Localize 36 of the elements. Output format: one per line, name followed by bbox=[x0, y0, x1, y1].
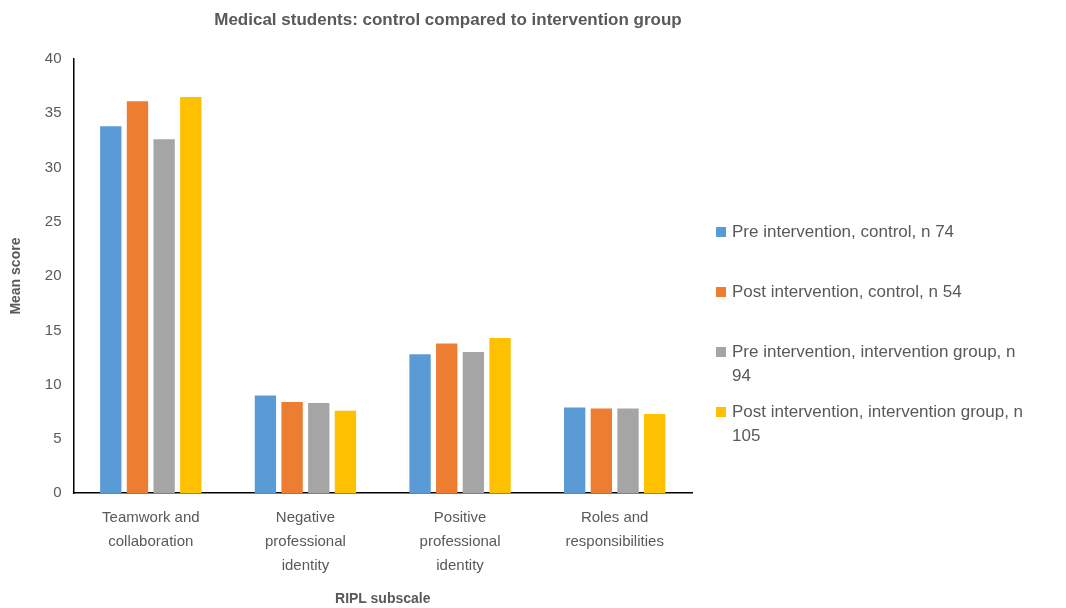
bar bbox=[281, 402, 303, 494]
y-tick-label: 30 bbox=[44, 157, 62, 175]
legend-label: Pre intervention, intervention group, n 94 bbox=[732, 341, 1017, 387]
bar bbox=[153, 139, 175, 494]
y-tick-label: 40 bbox=[44, 49, 62, 67]
bar bbox=[254, 395, 277, 494]
bar bbox=[126, 101, 149, 494]
legend-label: Pre intervention, control, n 74 bbox=[732, 221, 956, 243]
legend-label: Post intervention, control, n 54 bbox=[732, 281, 963, 303]
bar bbox=[617, 408, 639, 494]
y-tick-label: 20 bbox=[44, 266, 62, 284]
y-tick-label: 25 bbox=[44, 211, 62, 229]
chart-title: Medical students: control compared to intervention group bbox=[213, 10, 683, 30]
legend-label: Post intervention, intervention group, n 105 bbox=[732, 401, 1025, 447]
bar bbox=[462, 352, 485, 494]
x-tick-label: Roles and responsibilities bbox=[565, 508, 664, 550]
bar bbox=[308, 403, 330, 494]
bar bbox=[489, 337, 511, 494]
x-axis-title: RIPL subscale bbox=[335, 590, 431, 607]
y-tick-label: 0 bbox=[53, 483, 62, 501]
bar bbox=[100, 126, 122, 494]
bar bbox=[409, 354, 431, 494]
x-tick-label: Negative professional identity bbox=[264, 508, 346, 574]
y-tick-label: 5 bbox=[53, 429, 62, 447]
bar bbox=[564, 407, 586, 494]
bar bbox=[334, 410, 357, 494]
y-tick-label: 15 bbox=[44, 320, 62, 338]
y-tick-label: 10 bbox=[44, 374, 62, 392]
bar bbox=[644, 413, 666, 494]
bar bbox=[436, 343, 458, 494]
x-tick-label: Teamwork and collaboration bbox=[102, 508, 200, 550]
x-tick-label: Positive professional identity bbox=[419, 508, 501, 574]
bar bbox=[180, 96, 202, 494]
y-tick-label: 35 bbox=[44, 103, 62, 121]
y-axis-title: Mean score bbox=[7, 237, 24, 315]
bar bbox=[590, 408, 613, 494]
